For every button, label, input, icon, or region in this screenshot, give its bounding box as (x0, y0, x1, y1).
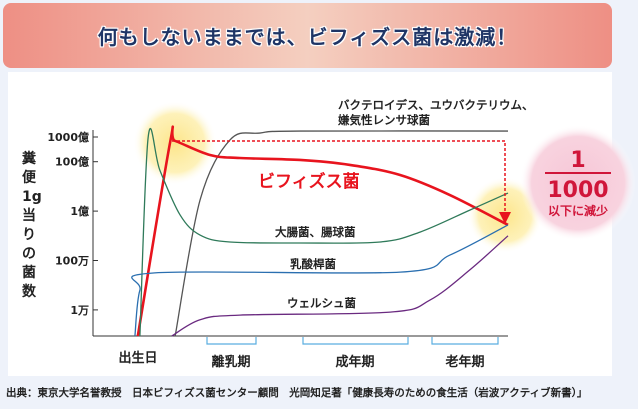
title-banner: 何もしないままでは、ビフィズス菌は激減！ (3, 3, 612, 68)
highlight-glow-birth (133, 101, 217, 185)
series-line-4 (171, 235, 509, 337)
label-welch: ウェルシュ菌 (287, 296, 356, 310)
label-lactobacillus: 乳酸桿菌 (290, 257, 336, 271)
callout-numerator: 1 (570, 148, 585, 173)
label-bacteroides-1: バクテロイデス、ユウバクテリウム、 (338, 98, 534, 112)
chart-title: 何もしないままでは、ビフィズス菌は激減！ (97, 25, 518, 49)
bracket-weaning (206, 337, 257, 345)
source-footer: 出典：東京大学名誉教授 日本ビフィズス菌センター顧問 光岡知足著「健康長寿のため… (6, 387, 588, 399)
y-tick-label: 1000億 (47, 130, 89, 144)
label-ecoli: 大腸菌、腸球菌 (275, 225, 356, 239)
y-tick-label: 100億 (55, 155, 89, 169)
label-bifidus: ビフィズス菌 (258, 171, 360, 192)
xlabel-adult: 成年期 (335, 354, 374, 370)
callout-denominator: 1000 (547, 178, 608, 203)
y-tick-label: 1万 (70, 304, 89, 317)
bracket-old-age (431, 337, 499, 345)
xlabel-birth: 出生日 (118, 350, 157, 366)
y-tick-label: 1億 (70, 204, 89, 218)
label-bacteroides-2: 嫌気性レンサ球菌 (337, 113, 430, 127)
xlabel-weaning: 離乳期 (211, 354, 250, 370)
series-line-1 (136, 125, 509, 337)
y-axis-label: 糞便1g当りの菌数 (22, 151, 42, 300)
series-line-3 (131, 224, 509, 337)
series-line-0 (174, 130, 509, 337)
callout-circle (520, 125, 636, 241)
decline-dashed-arrow (172, 140, 506, 214)
bracket-adult (302, 337, 409, 345)
series-line-2 (139, 127, 509, 337)
callout-text: 以下に減少 (548, 203, 608, 218)
arrow-head (499, 212, 511, 224)
xlabel-old-age: 老年期 (444, 354, 484, 370)
y-tick-label: 100万 (55, 255, 89, 268)
